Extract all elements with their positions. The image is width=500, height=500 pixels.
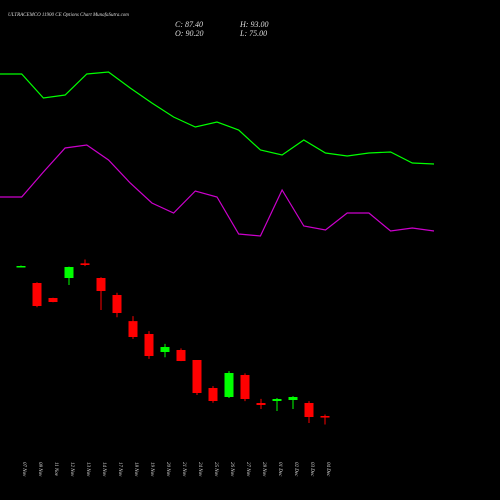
chart-title: ULTRACEMCO 11900 CE Options Chart Munafa… [8, 13, 129, 18]
x-tick-label: 08 Nov [37, 462, 42, 477]
x-tick-label: 19 Nov [149, 462, 154, 477]
candle-body [320, 416, 330, 418]
candle-body [48, 298, 58, 302]
x-tick-label: 13 Nov [85, 462, 90, 477]
x-tick-label: 07 Nov [21, 462, 26, 477]
candle-body [176, 350, 186, 361]
x-tick-label: 14 Nov [101, 462, 106, 477]
candle-body [96, 278, 106, 291]
candle-body [208, 388, 218, 401]
x-tick-label: 24 Nov [197, 462, 202, 477]
candle-body [80, 263, 90, 265]
candle-body [192, 360, 202, 393]
candle-body [144, 334, 154, 356]
x-tick-label: 28 Nov [261, 462, 266, 477]
candle-body [288, 397, 298, 400]
ohlc-high: H: 93.00 [239, 20, 268, 29]
ohlc-open: O: 90.20 [175, 29, 203, 38]
candle-body [16, 266, 26, 268]
ohlc-close: C: 87.40 [175, 20, 203, 29]
x-tick-label: 11 Nov [53, 462, 58, 477]
overlay-line [0, 144, 435, 237]
x-tick-label: 26 Nov [229, 462, 234, 477]
x-tick-label: 03 Dec [309, 462, 314, 477]
ohlc-low: L: 75.00 [239, 29, 267, 38]
x-tick-label: 17 Nov [117, 462, 122, 477]
candle-body [32, 283, 42, 306]
candle-body [304, 403, 314, 417]
candle-body [256, 403, 266, 405]
x-tick-label: 21 Nov [181, 462, 186, 477]
candle-body [128, 321, 138, 337]
x-tick-label: 25 Nov [213, 462, 218, 477]
candle-body [240, 375, 250, 399]
candle-body [64, 267, 74, 278]
candle-body [160, 347, 170, 352]
x-tick-label: 04 Dec [325, 462, 330, 477]
overlay-line [0, 71, 435, 165]
x-tick-label: 12 Nov [69, 462, 74, 477]
x-tick-label: 01 Dec [277, 462, 282, 477]
x-tick-label: 20 Nov [165, 462, 170, 477]
x-tick-label: 02 Dec [293, 462, 298, 477]
candle-body [112, 295, 122, 313]
x-tick-label: 27 Nov [245, 462, 250, 477]
candle-body [272, 399, 282, 401]
x-tick-label: 18 Nov [133, 462, 138, 477]
candle-body [224, 373, 234, 397]
